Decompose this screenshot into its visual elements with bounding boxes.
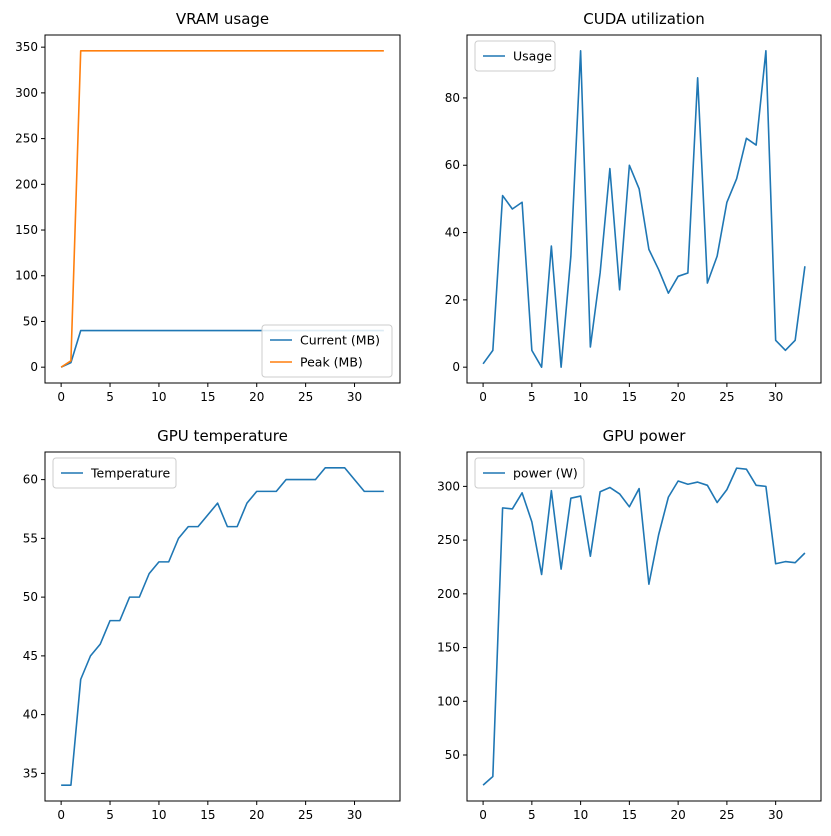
y-tick-label: 50	[445, 748, 460, 762]
x-tick-label: 20	[249, 808, 264, 822]
y-tick-label: 100	[437, 694, 460, 708]
y-tick-label: 250	[15, 132, 38, 146]
axes-frame	[466, 34, 822, 384]
x-tick-label: 20	[670, 808, 685, 822]
x-tick-label: 5	[106, 808, 114, 822]
y-tick-label: 80	[445, 91, 460, 105]
legend: Usage	[474, 40, 556, 72]
y-tick-label: 0	[30, 360, 38, 374]
chart-title: GPU temperature	[157, 427, 288, 445]
legend-box	[474, 40, 556, 72]
legend-label-temperature: Temperature	[90, 466, 170, 481]
y-tick-label: 40	[23, 708, 38, 722]
panel-gpu-power: GPU power 0 5 10 15 20 25 30 50 100 150 200 250 300 po…	[437, 427, 822, 822]
x-tick-label: 15	[200, 808, 215, 822]
x-tick-label: 30	[768, 390, 783, 404]
series-line-usage	[482, 50, 806, 368]
x-tick-label: 10	[573, 390, 588, 404]
x-tick-label: 5	[528, 808, 536, 822]
y-tick-label: 60	[23, 473, 38, 487]
x-tick-label: 25	[719, 390, 734, 404]
series-line-temperature	[61, 467, 384, 786]
y-tick-label: 250	[437, 533, 460, 547]
legend-label-peak-mb: Peak (MB)	[300, 355, 363, 370]
x-tick-label: 25	[719, 808, 734, 822]
y-tick-label: 350	[15, 40, 38, 54]
y-tick-label: 300	[15, 86, 38, 100]
legend-box	[261, 324, 393, 378]
y-tick-label: 50	[23, 314, 38, 328]
x-tick-label: 25	[298, 808, 313, 822]
x-tick-label: 5	[106, 390, 114, 404]
chart-title: CUDA utilization	[583, 10, 704, 28]
x-tick-label: 20	[670, 390, 685, 404]
x-tick-label: 25	[298, 390, 313, 404]
legend-box	[474, 457, 585, 489]
panel-gpu-temperature: GPU temperature 0 5 10 15 20 25 30 35 40 45 50 55 60 T…	[23, 427, 401, 822]
x-tick-label: 30	[347, 390, 362, 404]
x-tick-label: 0	[479, 390, 487, 404]
chart-title: GPU power	[603, 427, 687, 445]
y-tick-label: 45	[23, 649, 38, 663]
y-tick-label: 35	[23, 766, 38, 780]
legend-box	[52, 457, 177, 489]
legend: Current (MB) Peak (MB)	[261, 324, 393, 378]
chart-title: VRAM usage	[176, 10, 269, 28]
y-tick-label: 0	[452, 360, 460, 374]
y-tick-label: 100	[15, 269, 38, 283]
y-tick-label: 150	[15, 223, 38, 237]
series-line-peak-mb	[60, 50, 384, 368]
y-tick-label: 300	[437, 479, 460, 493]
axes-frame	[44, 451, 401, 802]
legend-label-power-w: power (W)	[513, 466, 578, 481]
axes-frame	[466, 451, 822, 802]
x-tick-label: 15	[622, 808, 637, 822]
x-tick-label: 10	[151, 808, 166, 822]
y-tick-label: 200	[15, 177, 38, 191]
x-tick-label: 10	[573, 808, 588, 822]
y-tick-label: 55	[23, 531, 38, 545]
legend: Temperature	[52, 457, 177, 489]
legend-label-current-mb: Current (MB)	[300, 333, 380, 348]
x-tick-label: 30	[768, 808, 783, 822]
x-tick-label: 0	[57, 808, 65, 822]
x-tick-label: 0	[57, 390, 65, 404]
panel-cuda-utilization: CUDA utilization 0 5 10 15 20 25 30 0 20 40 60 80 Usa…	[445, 10, 822, 404]
y-tick-label: 200	[437, 587, 460, 601]
y-tick-label: 60	[445, 158, 460, 172]
y-tick-label: 150	[437, 641, 460, 655]
x-tick-label: 5	[528, 390, 536, 404]
x-tick-label: 20	[249, 390, 264, 404]
y-tick-label: 50	[23, 590, 38, 604]
series-line-power-w	[482, 467, 806, 786]
x-tick-label: 30	[347, 808, 362, 822]
y-tick-label: 40	[445, 226, 460, 240]
legend-label-usage: Usage	[513, 49, 552, 64]
axes-frame	[44, 34, 401, 384]
x-tick-label: 10	[151, 390, 166, 404]
legend: power (W)	[474, 457, 585, 489]
x-tick-label: 15	[200, 390, 215, 404]
y-tick-label: 20	[445, 293, 460, 307]
x-tick-label: 0	[479, 808, 487, 822]
x-tick-label: 15	[622, 390, 637, 404]
